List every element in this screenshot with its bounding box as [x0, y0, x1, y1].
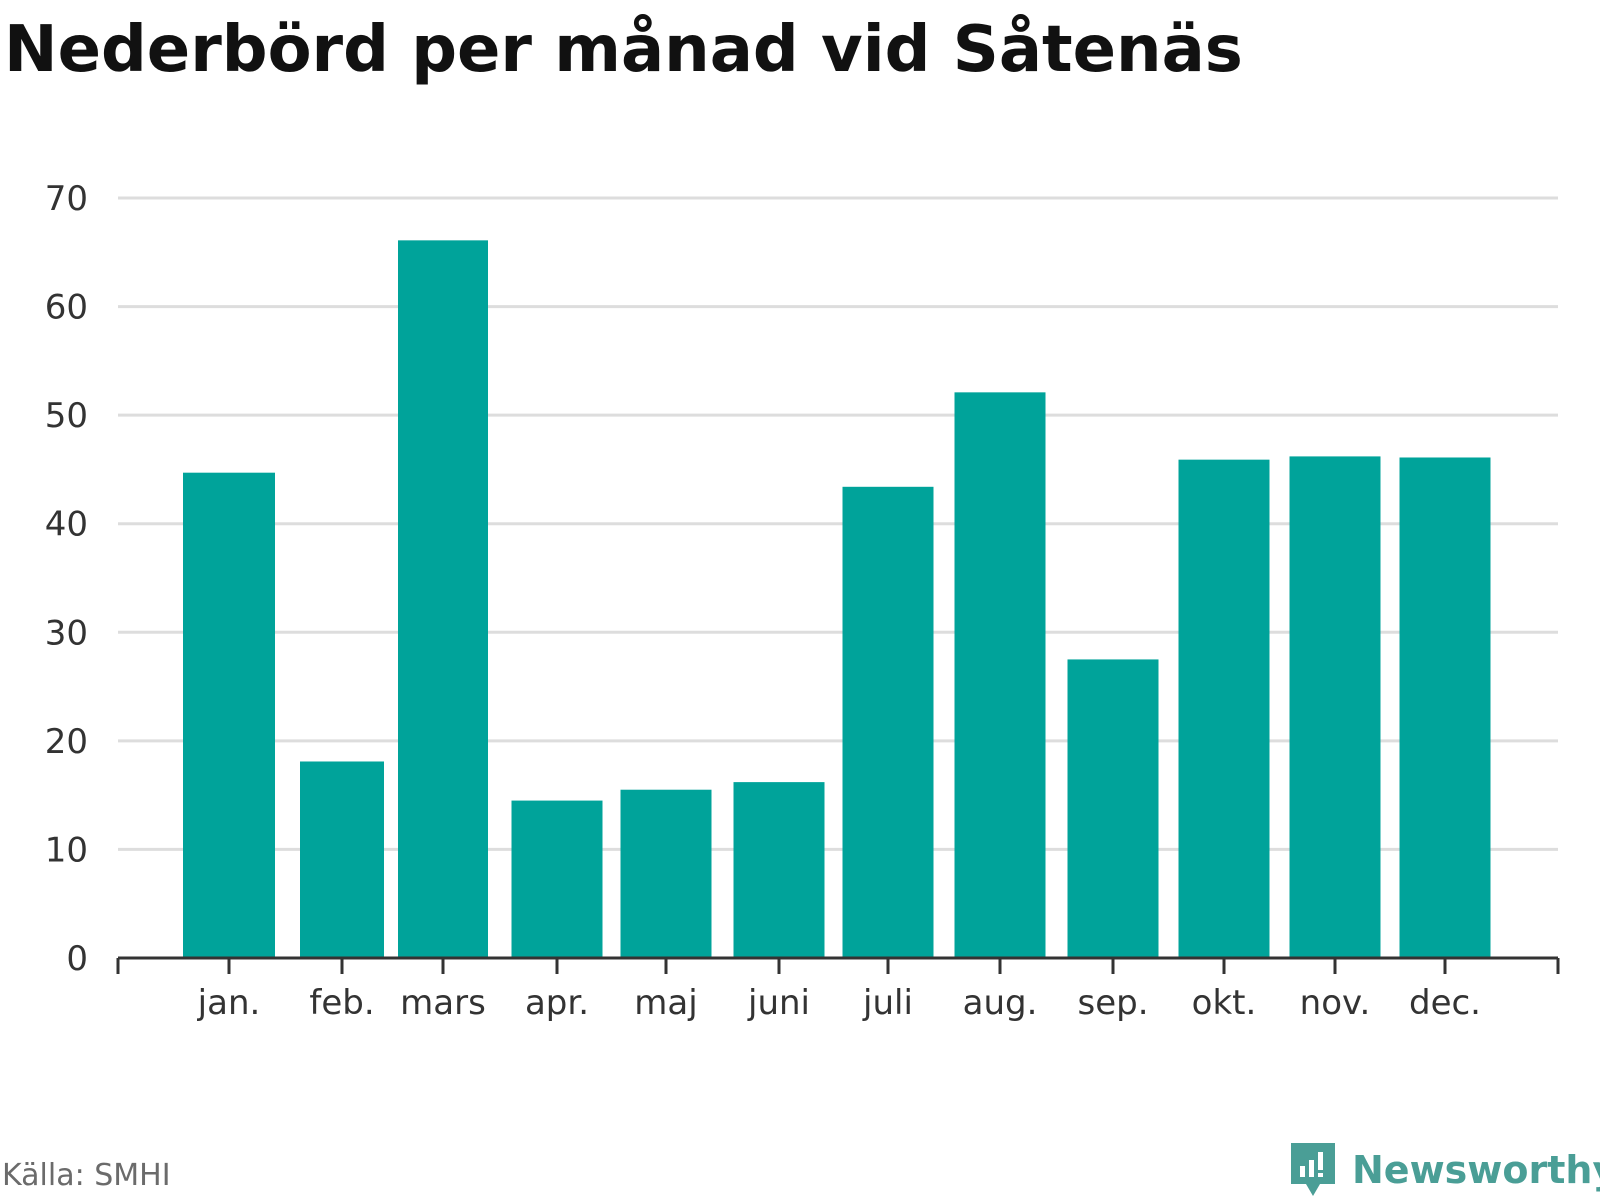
bar-10 [1289, 456, 1381, 958]
brand-name: Newsworthy [1352, 1148, 1600, 1192]
source-note: Källa: SMHI [2, 1158, 171, 1193]
brand-logo: Newsworthy [1288, 1140, 1600, 1200]
y-tick-label: 50 [45, 396, 88, 436]
bar-9 [1178, 459, 1270, 958]
bar-6 [842, 486, 934, 958]
y-tick-label: 70 [45, 179, 88, 219]
x-tick-label: aug. [963, 983, 1038, 1023]
x-tick-label: mars [400, 983, 486, 1023]
bar-11 [1399, 457, 1491, 958]
newsworthy-logo-icon [1291, 1143, 1335, 1196]
bar-7 [954, 392, 1046, 958]
x-tick-label: apr. [525, 983, 589, 1023]
y-tick-label: 10 [45, 830, 88, 870]
x-tick-label: okt. [1192, 983, 1257, 1023]
x-axis [116, 956, 1560, 974]
chart-title: Nederbörd per månad vid Såtenäs [4, 13, 1243, 87]
y-tick-label: 30 [45, 613, 88, 653]
x-tick-label: juli [862, 983, 913, 1023]
x-tick-label: maj [634, 983, 697, 1023]
bar-3 [511, 800, 603, 958]
bars [183, 240, 1491, 959]
bar-0 [183, 472, 275, 958]
x-axis-tick-labels: jan. feb. mars apr. maj juni juli aug. sep. okt. n… [197, 983, 1481, 1023]
x-tick-label: feb. [309, 983, 374, 1023]
y-axis-tick-labels: 0 10 20 30 40 50 60 70 [45, 179, 88, 979]
x-tick-label: dec. [1409, 983, 1481, 1023]
x-tick-label: jan. [197, 983, 261, 1023]
y-tick-label: 40 [45, 505, 88, 545]
bar-1 [300, 761, 384, 958]
x-tick-label: juni [747, 983, 810, 1023]
x-tick-label: nov. [1300, 983, 1371, 1023]
x-tick-label: sep. [1077, 983, 1148, 1023]
y-tick-label: 0 [66, 939, 88, 979]
bar-4 [620, 789, 712, 958]
y-tick-label: 60 [45, 288, 88, 328]
bar-8 [1067, 659, 1159, 958]
bar-5 [733, 782, 825, 958]
y-tick-label: 20 [45, 722, 88, 762]
bar-2 [398, 240, 488, 959]
